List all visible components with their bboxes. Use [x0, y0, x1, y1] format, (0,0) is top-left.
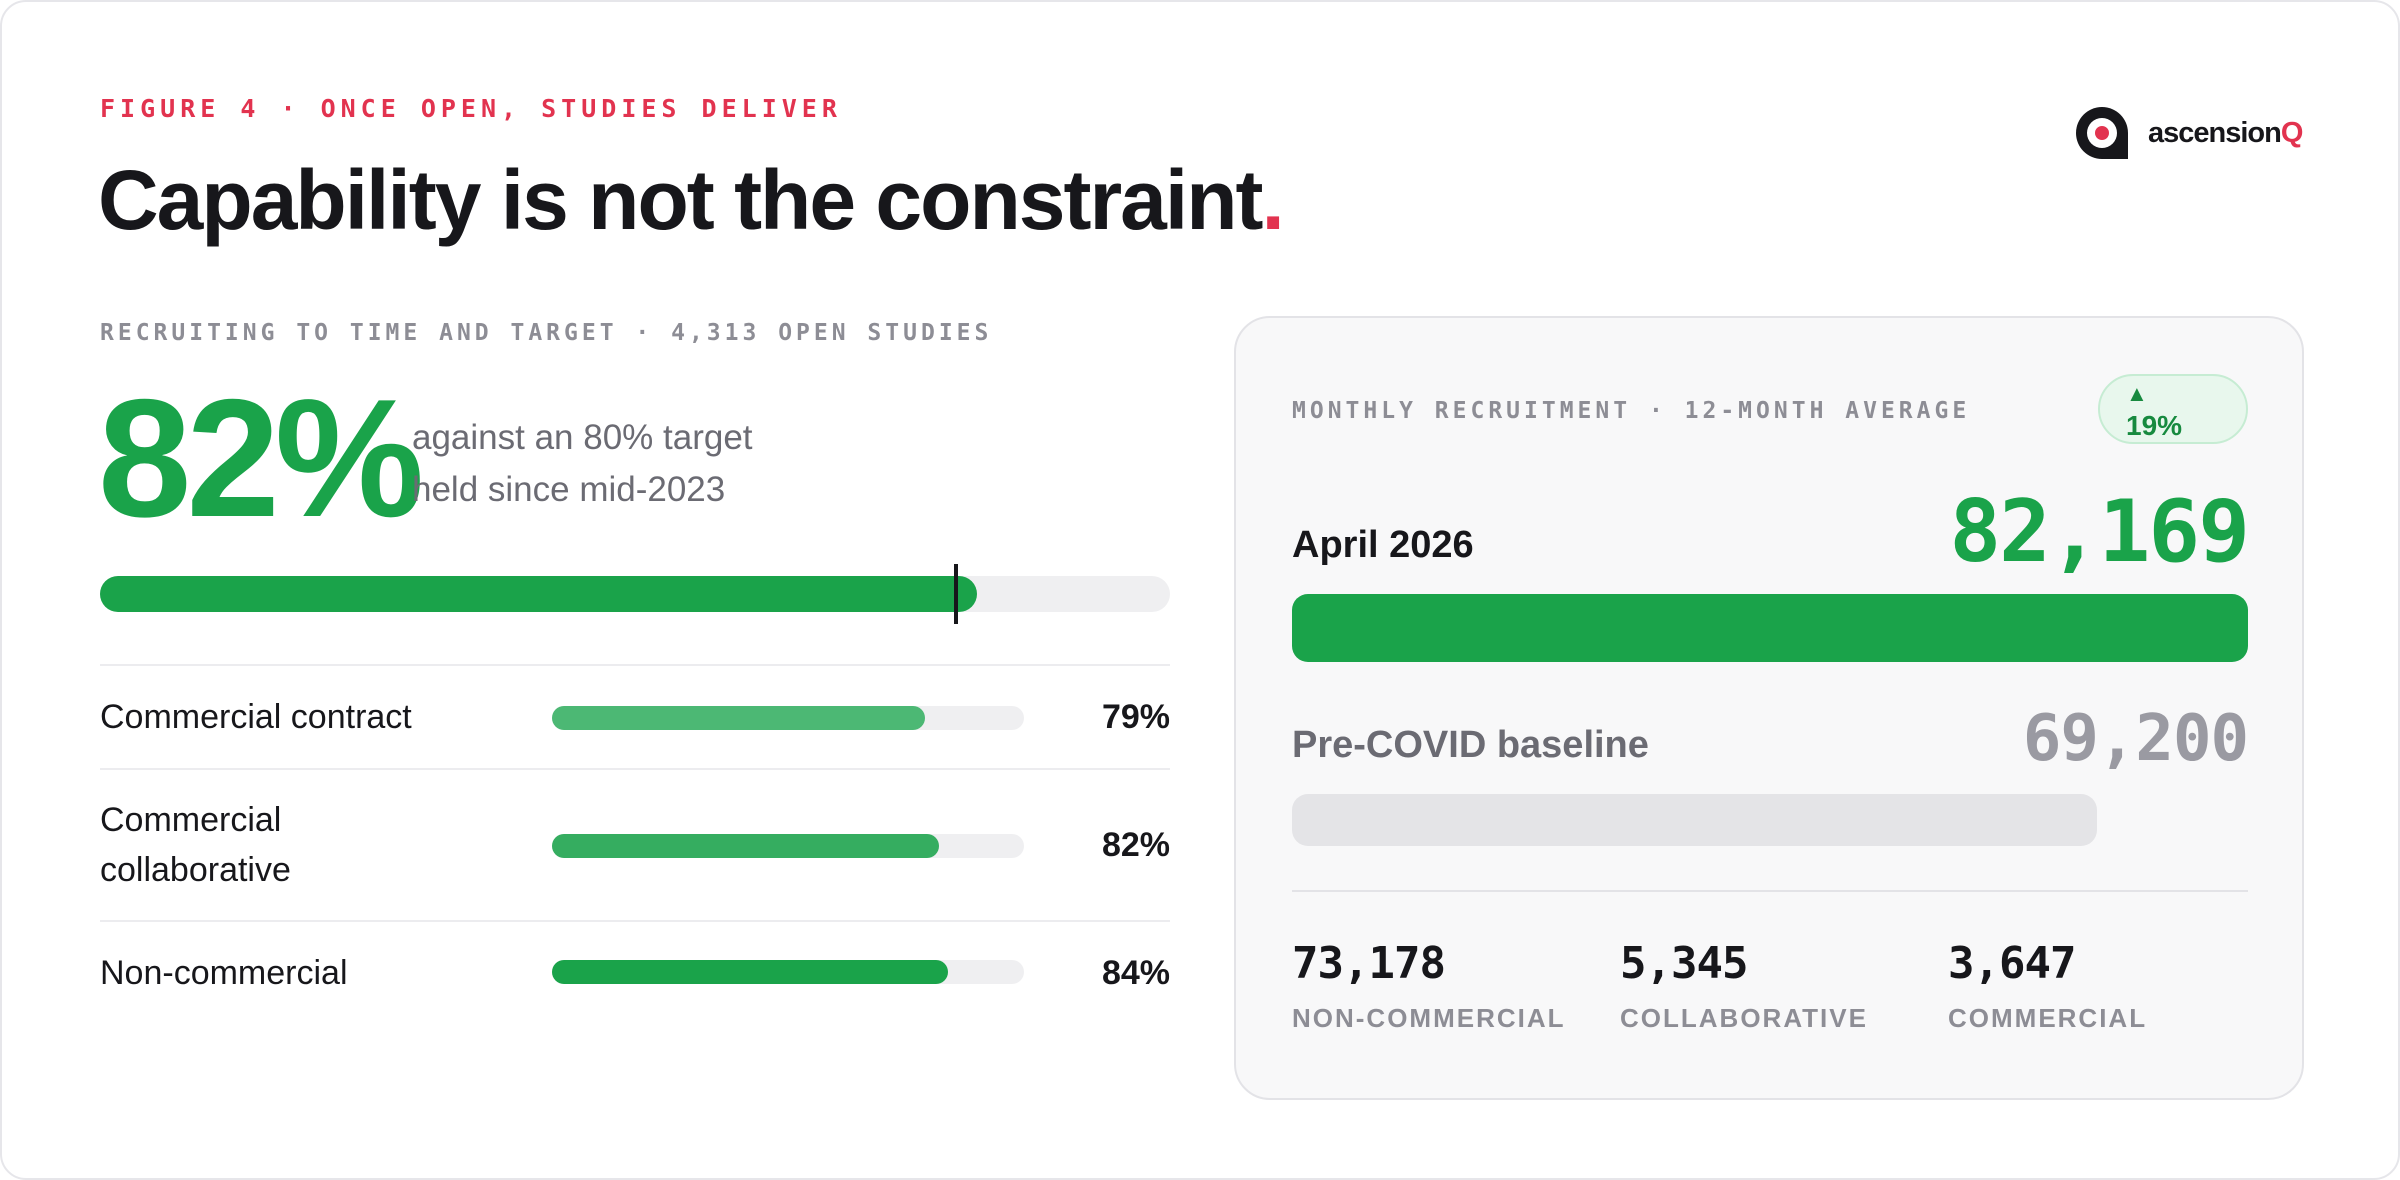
breakdown-list: Commercial contract 79% Commercial colla… — [100, 664, 1170, 1024]
target-marker — [954, 564, 958, 624]
breakdown-value: 82% — [1101, 825, 1170, 864]
breakdown-row-commercial-collaborative: Commercial collaborative 82% — [100, 768, 1170, 920]
baseline-bar — [1292, 794, 2248, 846]
stat-value: 3,647 — [1948, 938, 2076, 989]
baseline-value: 69,200 — [2022, 702, 2249, 776]
page-title: Capability is not the constraint. — [98, 152, 1285, 249]
overall-progress-fill — [100, 576, 978, 612]
breakdown-track — [552, 834, 1024, 858]
breakdown-row-non-commercial: Non-commercial 84% — [100, 920, 1170, 1024]
panel-kicker: MONTHLY RECRUITMENT · 12-MONTH AVERAGE — [1292, 398, 1971, 424]
stat-value: 73,178 — [1292, 938, 1446, 989]
change-value: 19% — [2126, 410, 2183, 441]
change-badge: ▲ 19% — [2098, 374, 2248, 444]
title-text: Capability is not the constraint — [98, 153, 1263, 247]
current-month-label: April 2026 — [1292, 524, 1474, 566]
stat-label: COLLABORATIVE — [1620, 1003, 1868, 1033]
baseline-label: Pre-COVID baseline — [1292, 724, 1649, 766]
stat-label: NON-COMMERCIAL — [1292, 1003, 1566, 1033]
breakdown-track — [552, 960, 1024, 984]
breakdown-track — [552, 706, 1024, 730]
title-dot: . — [1261, 153, 1284, 247]
breakdown-value: 79% — [1101, 697, 1170, 736]
logo-text: ascensionQ — [2148, 116, 2304, 150]
breakdown-fill — [552, 834, 940, 858]
stat-non-commercial: 73,178 NON-COMMERCIAL — [1292, 938, 1592, 1034]
overall-progress-bar — [100, 564, 1170, 624]
headline-note-line1: against an 80% target — [412, 418, 753, 457]
stat-value: 5,345 — [1620, 938, 1748, 989]
headline-note: against an 80% target held since mid-202… — [412, 412, 932, 516]
breakdown-label: Commercial collaborative — [100, 801, 291, 889]
logo-text-main: ascension — [2148, 116, 2282, 149]
logo-text-accent: Q — [2280, 116, 2304, 149]
stat-collaborative: 5,345 COLLABORATIVE — [1620, 938, 1920, 1034]
panel-divider — [1292, 890, 2248, 892]
ascensionq-logo-icon — [2076, 107, 2128, 159]
breakdown-label: Commercial contract — [100, 698, 412, 736]
current-month-value: 82,169 — [1949, 482, 2250, 582]
recruiting-kicker: RECRUITING TO TIME AND TARGET · 4,313 OP… — [100, 320, 993, 346]
baseline-fill — [1292, 794, 2097, 846]
headline-note-line2: held since mid-2023 — [412, 470, 726, 509]
figure-label: FIGURE 4 · ONCE OPEN, STUDIES DELIVER — [100, 94, 842, 123]
stat-label: COMMERCIAL — [1948, 1003, 2148, 1033]
breakdown-fill — [552, 960, 949, 984]
current-month-fill — [1292, 594, 2248, 662]
breakdown-label: Non-commercial — [100, 954, 348, 992]
brand-logo[interactable]: ascensionQ — [2074, 102, 2304, 164]
headline-percentage: 82% — [98, 364, 424, 552]
monthly-recruitment-panel: MONTHLY RECRUITMENT · 12-MONTH AVERAGE ▲… — [1234, 316, 2304, 1100]
breakdown-row-commercial-contract: Commercial contract 79% — [100, 664, 1170, 768]
breakdown-fill — [552, 706, 925, 730]
current-month-bar — [1292, 594, 2248, 662]
stat-commercial: 3,647 COMMERCIAL — [1948, 938, 2248, 1034]
breakdown-value: 84% — [1101, 953, 1170, 992]
up-arrow-icon: ▲ — [2126, 381, 2148, 406]
